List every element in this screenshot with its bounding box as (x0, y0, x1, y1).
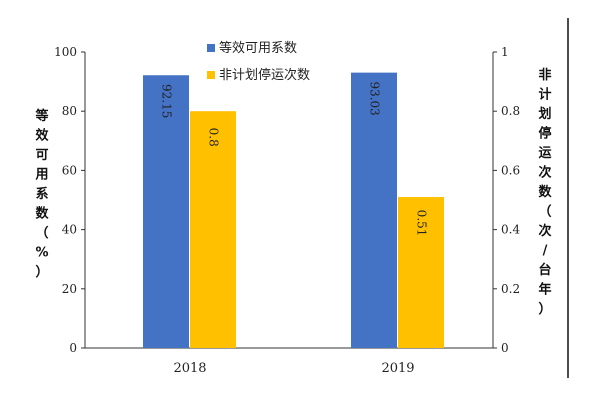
left-tick-label: 100 (54, 45, 77, 59)
data-label: 92.15 (160, 84, 174, 118)
left-tick-label: 80 (62, 104, 77, 118)
legend-item-series-2: 非计划停运次数 (207, 67, 310, 83)
data-label: 0.8 (207, 128, 221, 147)
bar-availability-2019 (351, 72, 397, 349)
right-tick-label: 1 (501, 45, 509, 59)
legend: 等效可用系数 非计划停运次数 (207, 40, 310, 83)
left-tick-label: 60 (62, 163, 77, 177)
left-axis-ticks: 0 20 40 60 80 100 (54, 45, 85, 355)
legend-label: 等效可用系数 (219, 40, 297, 56)
data-label: 0.51 (415, 210, 429, 237)
right-tick-label: 0 (501, 341, 509, 355)
category-label: 2019 (381, 361, 414, 376)
right-tick-label: 0.6 (501, 163, 520, 177)
data-labels: 92.15 0.8 93.03 0.51 (160, 81, 429, 236)
left-tick-label: 0 (69, 341, 77, 355)
right-axis-title: 非计划停运次数（次/台年） (538, 67, 552, 317)
bars (143, 72, 444, 349)
bar-outages-2018 (190, 111, 236, 348)
data-label: 93.03 (368, 81, 382, 115)
left-tick-label: 40 (62, 223, 77, 237)
right-tick-label: 0.4 (501, 223, 520, 237)
legend-label: 非计划停运次数 (219, 67, 310, 83)
legend-item-series-1: 等效可用系数 (207, 40, 297, 56)
legend-swatch (207, 44, 215, 52)
right-tick-label: 0.2 (501, 282, 520, 296)
left-axis-title: 等效可用系数（%） (34, 108, 49, 280)
category-label: 2018 (173, 361, 206, 376)
left-tick-label: 20 (62, 282, 77, 296)
bar-availability-2018 (143, 75, 189, 349)
category-labels: 2018 2019 (173, 361, 414, 376)
right-axis-ticks: 0 0.2 0.4 0.6 0.8 1 (493, 45, 520, 355)
right-tick-label: 0.8 (501, 104, 520, 118)
bar-outages-2019 (398, 197, 444, 348)
legend-swatch (207, 71, 215, 79)
